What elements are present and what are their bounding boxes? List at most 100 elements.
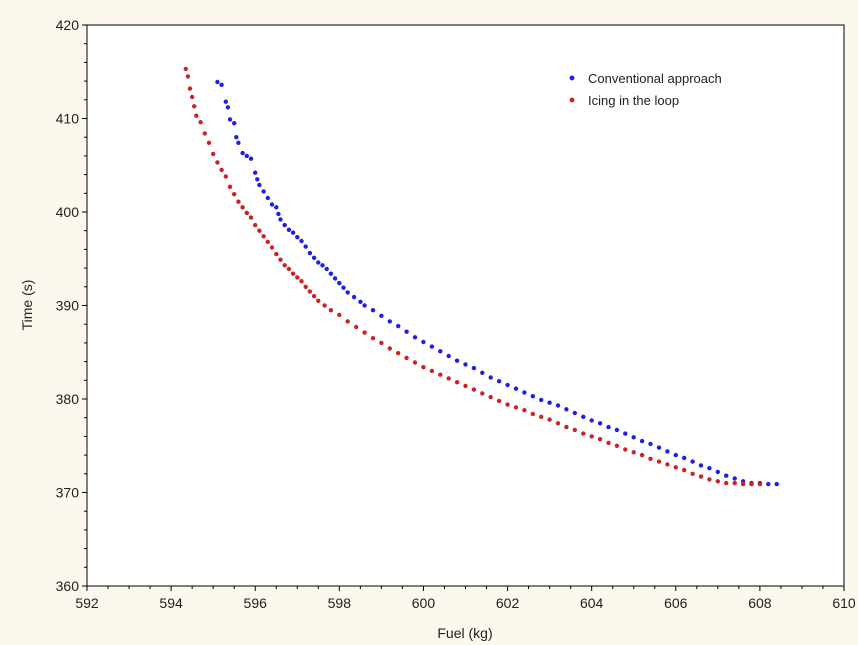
data-point	[261, 189, 266, 194]
data-point	[387, 346, 392, 351]
data-point	[244, 153, 249, 159]
data-point	[328, 271, 334, 276]
data-point	[589, 434, 594, 439]
plot-area	[86, 24, 845, 587]
data-point	[253, 170, 258, 175]
data-point	[648, 456, 653, 461]
data-point	[255, 177, 260, 182]
y-tick-label: 400	[56, 204, 80, 220]
data-point	[362, 330, 367, 335]
data-point	[322, 303, 327, 308]
data-point	[311, 255, 317, 260]
x-tick-label: 610	[832, 595, 856, 611]
legend-marker	[569, 75, 575, 81]
data-point	[311, 293, 317, 299]
data-point	[396, 351, 401, 356]
data-point	[572, 427, 577, 433]
data-point	[463, 362, 468, 367]
data-point	[351, 294, 357, 300]
series-layer	[183, 66, 779, 487]
data-point	[597, 421, 603, 426]
data-point	[505, 382, 510, 388]
data-point	[513, 405, 519, 410]
y-tick-label: 410	[56, 111, 80, 127]
data-point	[564, 424, 569, 430]
data-point	[539, 414, 544, 419]
data-point	[774, 481, 779, 487]
data-point	[248, 215, 254, 220]
data-point	[488, 394, 493, 400]
data-point	[236, 199, 241, 204]
data-point	[362, 303, 367, 308]
data-point	[656, 445, 662, 450]
data-point	[614, 443, 620, 448]
data-point	[429, 344, 435, 349]
legend-label: Icing in the loop	[588, 93, 679, 108]
data-point	[345, 319, 350, 324]
data-point	[320, 263, 325, 268]
data-point	[547, 400, 552, 405]
data-point	[282, 222, 287, 228]
x-tick-label: 592	[75, 595, 99, 611]
data-point	[606, 440, 611, 446]
data-point	[269, 202, 275, 207]
data-point	[219, 82, 224, 88]
data-point	[225, 105, 231, 110]
data-point	[614, 427, 620, 433]
data-point	[581, 414, 586, 419]
data-point	[202, 131, 207, 136]
data-point	[223, 174, 228, 179]
data-point	[656, 459, 662, 464]
data-point	[290, 230, 296, 235]
data-point	[639, 438, 645, 444]
x-tick-label: 600	[412, 595, 436, 611]
data-point	[223, 99, 228, 104]
x-tick-label: 604	[580, 595, 604, 611]
data-point	[332, 276, 338, 281]
data-point	[412, 360, 418, 365]
data-point	[539, 397, 544, 403]
data-point	[303, 244, 308, 249]
data-point	[257, 182, 262, 188]
x-tick-label: 598	[328, 595, 352, 611]
data-point	[278, 217, 283, 222]
x-tick-label: 608	[748, 595, 772, 611]
data-point	[513, 386, 519, 391]
data-point	[547, 417, 552, 422]
y-axis: 360 370 380 390 400 410 420	[56, 17, 87, 594]
data-point	[488, 375, 493, 380]
legend: Conventional approach Icing in the loop	[569, 71, 722, 108]
data-point	[307, 289, 313, 294]
data-point	[303, 284, 308, 289]
data-point	[446, 376, 451, 381]
data-point	[438, 372, 443, 377]
data-point	[732, 476, 737, 481]
data-point	[187, 86, 193, 91]
data-point	[471, 387, 477, 392]
x-tick-label: 596	[244, 595, 268, 611]
data-point	[421, 339, 426, 345]
data-point	[421, 365, 426, 370]
x-axis-title: Fuel (kg)	[437, 625, 492, 641]
data-point	[740, 481, 746, 487]
x-tick-label: 606	[664, 595, 688, 611]
data-point	[429, 368, 435, 374]
data-point	[749, 481, 754, 487]
data-point	[253, 222, 258, 228]
data-point	[307, 250, 313, 256]
data-point	[337, 280, 342, 286]
data-point	[192, 104, 197, 109]
y-tick-label: 420	[56, 17, 80, 33]
x-tick-label: 602	[496, 595, 520, 611]
data-point	[274, 205, 279, 210]
data-point	[358, 299, 363, 304]
data-point	[341, 285, 346, 290]
data-point	[396, 323, 401, 329]
data-point	[345, 290, 350, 295]
data-point	[265, 239, 270, 245]
data-point	[471, 365, 477, 371]
data-point	[412, 335, 418, 340]
data-point	[379, 313, 384, 318]
y-tick-label: 390	[56, 298, 80, 314]
